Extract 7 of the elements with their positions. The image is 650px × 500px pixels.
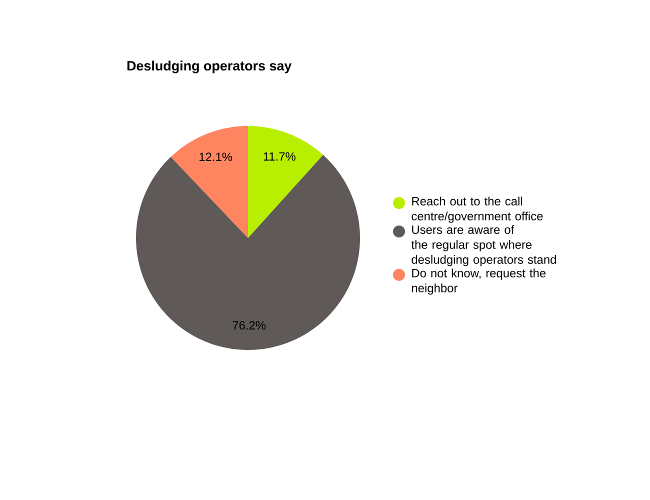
data-label: 76.2% — [232, 321, 266, 330]
data-label: 11.7% — [264, 152, 296, 161]
data-label: 12.1% — [200, 152, 232, 162]
legend-label: Users are aware of the regular spot where desludging operators stand — [411, 225, 556, 266]
legend-label: Reach out to the call centre/government office — [412, 196, 543, 223]
legend-label: Do not know, request the neighbor — [412, 268, 546, 295]
chart-title: Desludging operators say — [127, 60, 292, 74]
